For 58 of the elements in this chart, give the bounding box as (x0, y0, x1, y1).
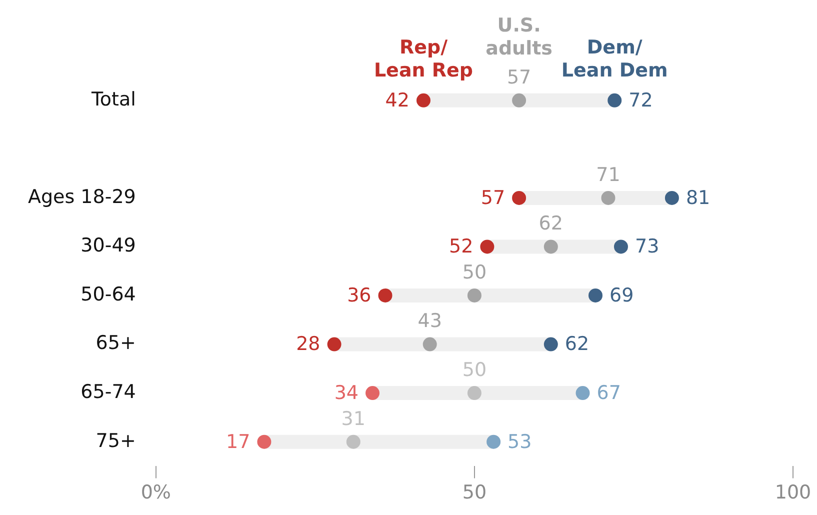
point (467, 386, 482, 400)
point (608, 93, 622, 108)
point (512, 190, 526, 205)
x-tick-label: 0% (140, 482, 171, 504)
data-label: 62 (564, 333, 590, 356)
point (378, 288, 392, 302)
point (588, 288, 602, 302)
data-label: 28 (296, 333, 320, 356)
data-label: 81 (686, 186, 710, 209)
y-tick-label: 65-74 (80, 380, 136, 403)
point (327, 337, 342, 352)
series-label: Rep/ Lean Rep (374, 36, 474, 82)
x-tick-label: 50 (462, 482, 487, 504)
x-tick-label: 100 (774, 482, 812, 504)
point (422, 337, 437, 352)
point (544, 337, 558, 352)
y-tick-label: 30-49 (80, 234, 136, 257)
point (257, 434, 272, 449)
point (467, 288, 482, 302)
data-label: 72 (628, 89, 653, 112)
data-label: 34 (334, 382, 359, 404)
data-label: 62 (538, 212, 563, 235)
data-label: 57 (480, 186, 506, 209)
y-tick-label: Ages 18-29 (28, 186, 136, 208)
bar (423, 93, 615, 108)
data-label: 52 (449, 236, 474, 258)
data-label: 17 (226, 430, 250, 453)
data-label: 31 (341, 408, 366, 430)
series-label: Dem/ Lean Dem (561, 36, 668, 82)
data-label: 36 (347, 284, 372, 306)
point (614, 240, 628, 254)
data-label: 50 (462, 358, 487, 381)
text: U.S. adults (486, 14, 552, 60)
data-label: 69 (610, 284, 634, 306)
bar (385, 288, 596, 302)
point (601, 190, 616, 205)
point (544, 240, 558, 254)
point (480, 240, 494, 254)
y-tick-label: Total (90, 88, 136, 110)
data-label: 50 (462, 261, 487, 284)
y-tick-label: 65+ (96, 332, 136, 354)
data-label: 71 (596, 164, 620, 186)
data-label: 42 (385, 89, 410, 112)
point (664, 190, 679, 205)
bar (264, 434, 494, 449)
data-label: 67 (596, 382, 621, 404)
point (576, 386, 590, 400)
data-label: 73 (634, 236, 660, 258)
point (346, 434, 360, 449)
point (486, 434, 501, 449)
data-label: 57 (506, 66, 532, 88)
point (512, 93, 526, 108)
y-tick-label: 75+ (96, 430, 136, 452)
data-label: 43 (418, 310, 442, 332)
data-label: 53 (508, 430, 532, 453)
point (366, 386, 380, 400)
point (416, 93, 430, 108)
y-tick-label: 50-64 (80, 283, 136, 306)
